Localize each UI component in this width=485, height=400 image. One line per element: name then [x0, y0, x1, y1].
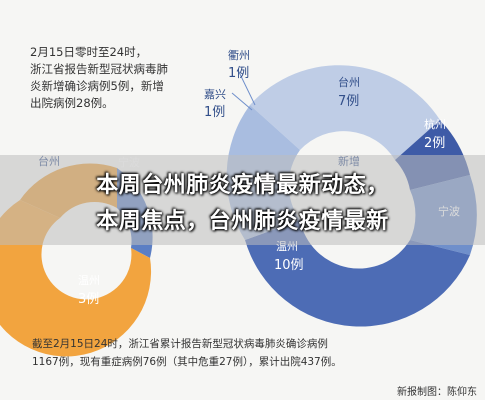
leader-line-quzhou — [237, 69, 256, 106]
summary-line: 1167例，现有重症病例76例（其中危重27例），累计出院437例。 — [32, 356, 342, 368]
credit-text: 新报制图：陈仰东 — [397, 387, 477, 398]
intro-line: 2月15日零时至24时， — [30, 45, 148, 59]
intro-line: 浙江省报告新型冠状病毒肺 — [30, 62, 168, 76]
outside-label-jiaxing-city: 嘉兴 — [204, 87, 226, 101]
outside-label-jiaxing-count: 1例 — [204, 105, 225, 120]
headline-banner — [0, 155, 485, 245]
summary-line: 截至2月15日24时，浙江省累计报告新型冠状病毒肺炎确诊病例 — [32, 338, 328, 350]
right-label-hangzhou-city: 杭州 — [424, 117, 446, 131]
outside-label-quzhou-count: 1例 — [228, 66, 249, 81]
outside-label-quzhou-city: 衢州 — [228, 49, 250, 62]
left-label-wenzhou-city: 温州 — [78, 274, 100, 287]
right-label-hangzhou-count: 2例 — [424, 136, 445, 151]
intro-line: 炎新增确诊病例5例，新增 — [30, 79, 164, 93]
left-label-wenzhou-count: 3例 — [78, 292, 99, 307]
headline-line-1: 本周台州肺炎疫情最新动态， — [96, 173, 389, 198]
intro-line: 出院病例28例。 — [30, 96, 114, 110]
right-label-taizhou-city: 台州 — [338, 75, 360, 89]
summary-text: 截至2月15日24时，浙江省累计报告新型冠状病毒肺炎确诊病例 1167例，现有重… — [32, 335, 472, 371]
right-donut-slice-wenzhou — [245, 220, 470, 327]
right-label-taizhou-count: 7例 — [338, 94, 359, 109]
right-donut-slice-taizhou — [250, 65, 440, 160]
leader-line-jiaxing — [231, 92, 253, 111]
headline-line-2: 本周焦点，台州肺炎疫情最新 — [96, 209, 389, 234]
right-label-wenzhou-count: 10例 — [274, 258, 304, 273]
intro-text: 2月15日零时至24时， 浙江省报告新型冠状病毒肺 炎新增确诊病例5例，新增 出… — [30, 44, 220, 112]
